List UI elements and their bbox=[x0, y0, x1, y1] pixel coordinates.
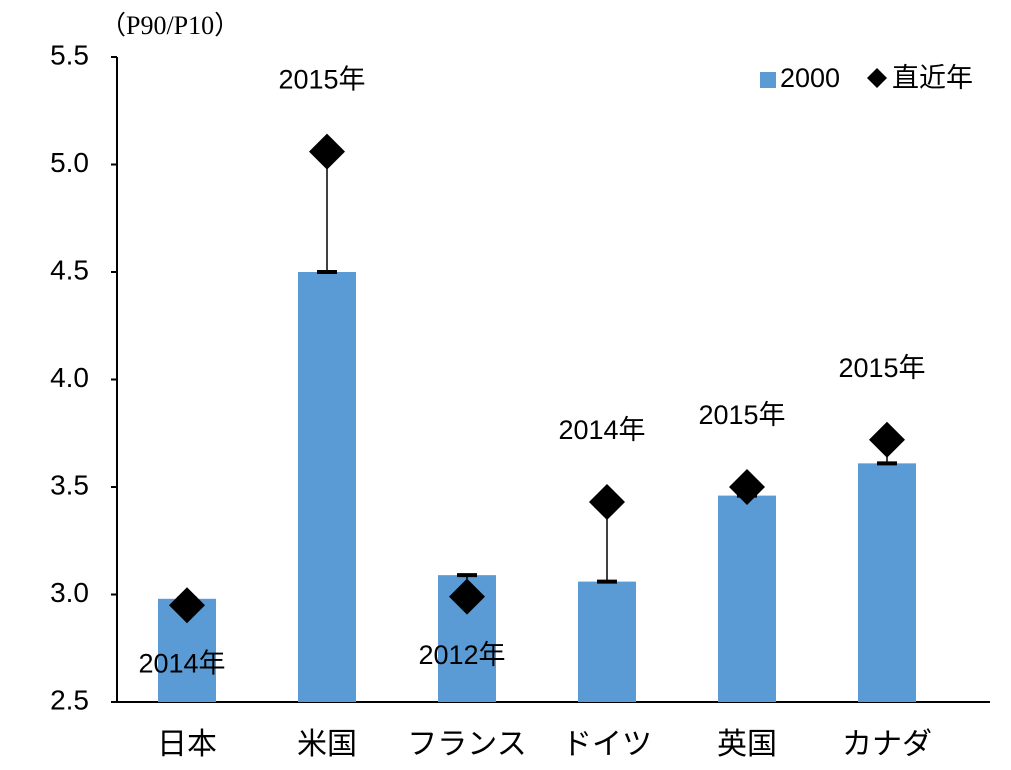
annotation: 2015年 bbox=[278, 65, 365, 95]
marker bbox=[449, 578, 485, 615]
annotation: 2014年 bbox=[558, 415, 645, 445]
legend-swatch bbox=[760, 72, 776, 88]
annotation: 2015年 bbox=[838, 353, 925, 383]
x-tick-label: ドイツ bbox=[562, 728, 652, 761]
y-tick-label: 5.0 bbox=[50, 147, 89, 178]
annotation: 2012年 bbox=[418, 640, 505, 670]
bar bbox=[858, 463, 916, 702]
x-tick-label: フランス bbox=[407, 728, 526, 761]
marker bbox=[869, 421, 905, 458]
bar bbox=[298, 272, 356, 702]
legend-marker bbox=[867, 68, 887, 88]
x-tick-label: 米国 bbox=[297, 728, 357, 761]
y-tick-label: 3.5 bbox=[50, 469, 89, 500]
annotation: 2014年 bbox=[138, 648, 225, 678]
bar bbox=[718, 495, 776, 702]
marker bbox=[589, 484, 625, 521]
x-tick-label: カナダ bbox=[842, 728, 932, 761]
y-axis-label: （P90/P10） bbox=[100, 11, 240, 40]
bar bbox=[578, 581, 636, 702]
annotation: 2015年 bbox=[698, 400, 785, 430]
y-tick-label: 5.5 bbox=[50, 39, 89, 70]
marker bbox=[309, 133, 345, 170]
x-tick-label: 日本 bbox=[157, 728, 217, 761]
legend-label: 2000 bbox=[780, 63, 840, 93]
y-tick-label: 4.5 bbox=[50, 254, 89, 285]
marker bbox=[729, 469, 765, 505]
marker bbox=[169, 587, 205, 624]
x-tick-label: 英国 bbox=[717, 728, 777, 761]
y-tick-label: 3.0 bbox=[50, 577, 89, 608]
legend-label: 直近年 bbox=[892, 63, 973, 93]
y-tick-label: 4.0 bbox=[50, 362, 89, 393]
y-tick-label: 2.5 bbox=[50, 684, 89, 715]
